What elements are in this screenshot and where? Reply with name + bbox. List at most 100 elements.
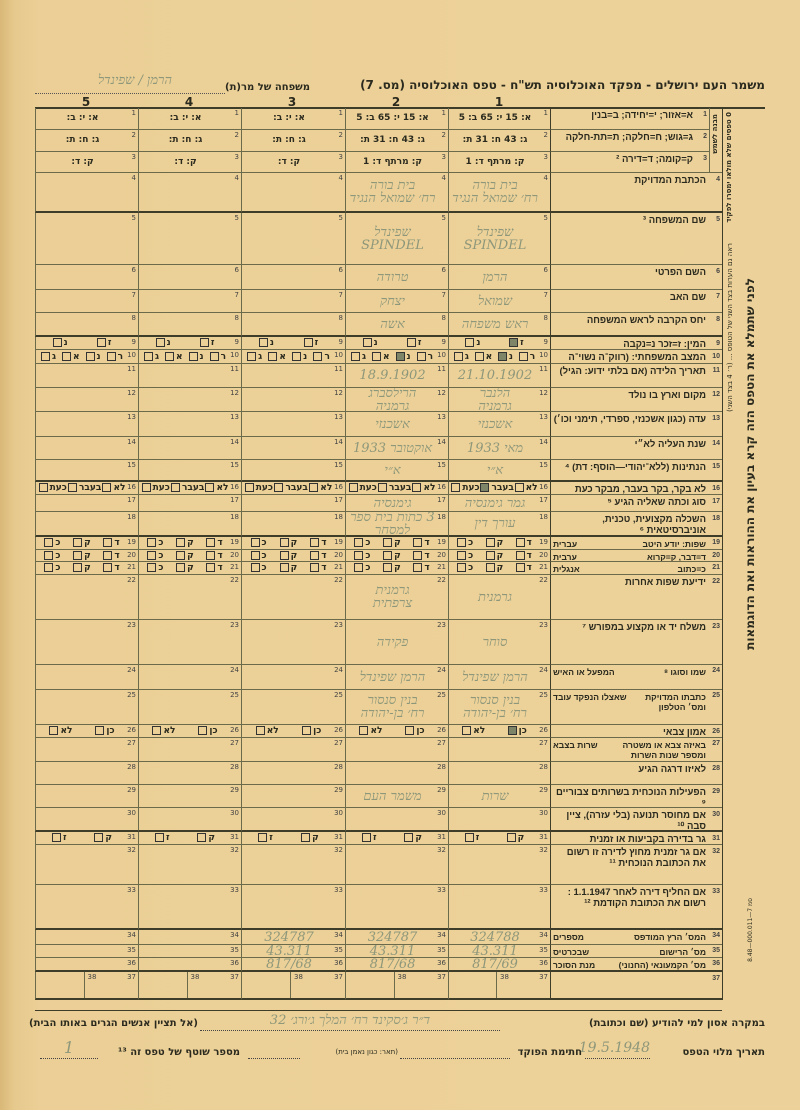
person-5-field-12[interactable]: 12: [35, 388, 138, 412]
option-ר[interactable]: ר: [313, 351, 330, 362]
person-2-field-28[interactable]: 28: [345, 762, 448, 785]
person-3-field-4[interactable]: 4: [241, 173, 345, 213]
option-ק[interactable]: ק: [404, 833, 422, 843]
person-2-field-34[interactable]: 34 324787: [345, 930, 448, 945]
option-ד[interactable]: ד: [310, 563, 327, 573]
person-1-field-17[interactable]: 17 גמר גימנסיה: [448, 495, 550, 512]
option-ז[interactable]: ז: [406, 338, 421, 348]
person-4-field-35[interactable]: 35: [138, 945, 241, 958]
person-1-field-1[interactable]: 1 א: 15 י: 65 ב: 5: [448, 108, 550, 130]
checkbox[interactable]: [103, 563, 113, 572]
checkbox[interactable]: [176, 563, 186, 572]
option-ג[interactable]: ג: [351, 351, 366, 362]
person-3-field-37[interactable]: 37 38: [241, 972, 345, 1000]
option-א[interactable]: א: [62, 351, 80, 362]
option-כ[interactable]: כ: [354, 563, 370, 573]
option-כן[interactable]: כן: [302, 726, 321, 736]
option-כעת[interactable]: כעת: [244, 483, 273, 493]
person-3-field-29[interactable]: 29: [241, 785, 345, 808]
person-2-field-22[interactable]: 22 גרמנית צרפתית: [345, 575, 448, 620]
person-2-field-2[interactable]: 2 ג: 43 ח: 31 ת:: [345, 130, 448, 152]
person-2-field-23[interactable]: 23 פקידה: [345, 620, 448, 665]
checkbox[interactable]: [395, 351, 405, 361]
option-ר[interactable]: ר: [416, 351, 433, 362]
person-3-field-18[interactable]: 18: [241, 512, 345, 537]
person-5-field-16[interactable]: 16 לא בעבר כעת: [35, 482, 138, 495]
checkbox[interactable]: [255, 726, 265, 735]
option-ק[interactable]: ק: [506, 833, 524, 843]
checkbox[interactable]: [52, 338, 62, 347]
person-5-field-34[interactable]: 34: [35, 930, 138, 945]
person-1-field-5[interactable]: 5 שפינדל SPINDEL: [448, 213, 550, 265]
option-א[interactable]: א: [474, 351, 492, 362]
checkbox[interactable]: [102, 483, 112, 492]
person-5-field-31[interactable]: 31 ק ז: [35, 832, 138, 845]
checkbox[interactable]: [301, 833, 311, 842]
checkbox[interactable]: [103, 538, 113, 547]
option-ז[interactable]: ז: [361, 833, 377, 843]
checkbox[interactable]: [73, 563, 83, 572]
checkbox[interactable]: [515, 563, 525, 572]
person-1-field-29[interactable]: 29 שרות: [448, 785, 550, 808]
option-כן[interactable]: כן: [405, 726, 425, 736]
option-ז[interactable]: ז: [199, 338, 214, 348]
checkbox[interactable]: [292, 351, 302, 361]
option-ד[interactable]: ד: [310, 538, 327, 548]
checkbox[interactable]: [457, 538, 467, 547]
option-ק[interactable]: ק: [279, 563, 297, 573]
checkbox[interactable]: [44, 563, 54, 572]
person-1-field-7[interactable]: 7 שמואל: [448, 290, 550, 313]
option-ק[interactable]: ק: [485, 563, 503, 573]
checkbox[interactable]: [106, 351, 116, 361]
checkbox[interactable]: [302, 726, 312, 735]
person-3-field-7[interactable]: 7: [241, 290, 345, 313]
option-ז[interactable]: ז: [96, 338, 111, 348]
checkbox[interactable]: [250, 563, 260, 572]
person-2-field-17[interactable]: 17 גימנסיה: [345, 495, 448, 512]
person-5-field-27[interactable]: 27: [35, 738, 138, 762]
person-2-field-10[interactable]: 10 ר נ א ג: [345, 350, 448, 364]
checkbox[interactable]: [268, 351, 278, 361]
option-כן[interactable]: כן: [507, 726, 527, 736]
sheet-number-field[interactable]: [40, 1058, 98, 1059]
person-4-field-3[interactable]: 3 ק: ד:: [138, 152, 241, 173]
option-ק[interactable]: ק: [279, 538, 297, 548]
signature-field[interactable]: [400, 1058, 510, 1059]
person-3-field-14[interactable]: 14: [241, 437, 345, 460]
person-5-field-14[interactable]: 14: [35, 437, 138, 460]
checkbox[interactable]: [480, 483, 490, 492]
option-ק[interactable]: ק: [485, 550, 503, 561]
option-ד[interactable]: ד: [515, 538, 532, 548]
checkbox[interactable]: [406, 338, 416, 347]
person-4-field-26[interactable]: 26 כן לא: [138, 725, 241, 738]
person-1-field-22[interactable]: 22 גרמנית: [448, 575, 550, 620]
person-1-field-32[interactable]: 32: [448, 845, 550, 885]
person-3-field-24[interactable]: 24: [241, 665, 345, 690]
person-5-field-22[interactable]: 22: [35, 575, 138, 620]
person-1-field-24[interactable]: 24 הרמן שפינדל: [448, 665, 550, 690]
option-כן[interactable]: כן: [198, 726, 218, 736]
person-5-field-5[interactable]: 5: [35, 213, 138, 265]
checkbox[interactable]: [205, 483, 215, 492]
option-כ[interactable]: כ: [457, 550, 473, 561]
checkbox[interactable]: [198, 726, 208, 735]
person-2-field-31[interactable]: 31 ק ז: [345, 832, 448, 845]
person-3-field-10[interactable]: 10 ר נ א ג: [241, 350, 345, 364]
person-4-field-19[interactable]: 19 ד ק כ: [138, 537, 241, 550]
option-כ[interactable]: כ: [250, 538, 267, 548]
checkbox[interactable]: [310, 563, 320, 572]
person-1-field-25[interactable]: 25 בנין סנסור רח׳ בן-יהודה: [448, 690, 550, 725]
person-5-field-37[interactable]: 37 38: [35, 972, 138, 1000]
person-5-field-8[interactable]: 8: [35, 313, 138, 337]
checkbox[interactable]: [44, 538, 54, 547]
person-5-field-26[interactable]: 26 כן לא: [35, 725, 138, 738]
person-2-field-5[interactable]: 5 שפינדל SPINDEL: [345, 213, 448, 265]
checkbox[interactable]: [383, 538, 393, 547]
checkbox[interactable]: [509, 338, 519, 347]
person-4-field-23[interactable]: 23: [138, 620, 241, 665]
emergency-field[interactable]: [200, 1030, 500, 1031]
person-2-field-16[interactable]: 16 לא בעבר כעת: [345, 482, 448, 495]
checkbox[interactable]: [465, 338, 475, 347]
option-ז[interactable]: ז: [154, 833, 170, 843]
